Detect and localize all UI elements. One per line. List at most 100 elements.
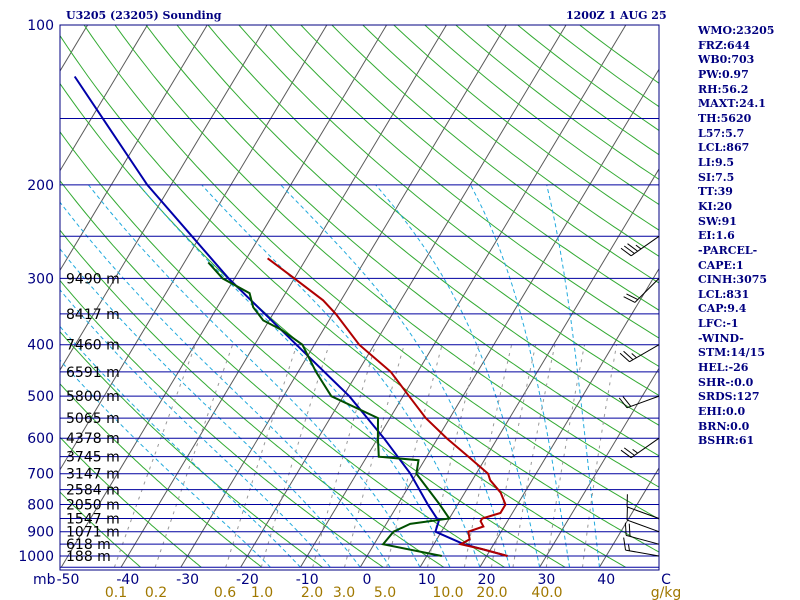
pressure-unit-label: mb [33, 572, 56, 588]
dry-adiabat-line [60, 330, 323, 568]
wind-barb [619, 344, 660, 363]
index-item: SW:91 [698, 214, 737, 228]
height-label: 5065 m [66, 411, 120, 427]
dry-adiabat-line [60, 131, 566, 568]
dry-adiabat-line [60, 436, 202, 568]
wind-barb-flag [618, 397, 628, 409]
temperature-tick-label: 10 [418, 572, 436, 588]
isotherm-line [539, 367, 659, 568]
wind-barb-staff [630, 235, 660, 257]
pressure-tick-label: 700 [27, 467, 54, 483]
temperature-tick-label: 20 [478, 572, 496, 588]
wind-barb-staff [626, 506, 660, 519]
wind-barb [626, 507, 660, 533]
moist-adiabat-line [280, 184, 511, 568]
isotherm-line [60, 25, 208, 272]
wind-barb-flag [622, 396, 632, 407]
wind-barb-flag [623, 245, 635, 254]
dry-adiabat-line [83, 25, 659, 520]
dry-adiabat-line [114, 25, 659, 488]
mixing-ratio-line [113, 344, 196, 568]
dry-adiabat-line [269, 25, 659, 339]
wind-barb [624, 522, 660, 545]
pressure-tick-label: 300 [27, 271, 54, 287]
height-label: 3147 m [66, 467, 120, 483]
temperature-tick-label: -30 [176, 572, 199, 588]
index-item: LI:9.5 [698, 155, 735, 169]
isotherm-line [60, 25, 148, 172]
height-label: 1071 m [66, 525, 120, 541]
isotherm-line [359, 68, 659, 568]
wind-barb-staff [626, 519, 660, 533]
dry-adiabat-line [207, 25, 659, 397]
pressure-tick-label: 200 [27, 178, 54, 194]
wind-barb-half-flag [631, 353, 637, 359]
temperature-tick-label: -10 [296, 572, 319, 588]
wind-barb [620, 437, 660, 459]
dry-adiabat-line [60, 279, 384, 568]
index-item: TH:5620 [698, 111, 752, 125]
isotherm-line [240, 25, 567, 568]
dry-adiabat-line [60, 179, 505, 568]
moist-adiabat-line [60, 248, 361, 568]
mixing-ratio-line [344, 344, 405, 568]
index-item: SRDS:127 [698, 390, 760, 404]
dry-adiabat-line [60, 34, 659, 553]
mixing-ratio-line [154, 344, 234, 568]
mixing-ratio-label: 0.1 [105, 585, 127, 600]
mixing-ratio-line [491, 344, 537, 568]
wind-barb-staff [626, 395, 660, 409]
index-item: RH:56.2 [698, 82, 749, 96]
mixing-ratio-label: 20.0 [476, 585, 507, 600]
wind-barb [623, 277, 660, 303]
index-item: WB0:703 [698, 53, 755, 67]
dewpoint-line [207, 261, 452, 557]
isotherm-line [120, 25, 447, 568]
wind-barb-staff [634, 277, 660, 303]
wind-barb-staff [626, 534, 660, 545]
height-label: 618 m [66, 537, 111, 553]
height-label: 8417 m [66, 307, 120, 323]
dry-adiabat-line [60, 491, 141, 568]
index-item: SHR-:0.0 [698, 375, 754, 389]
wind-barb-flag [624, 522, 627, 536]
mixing-ratio-line [225, 344, 298, 568]
sounding-title: U3205 (23205) Sounding [66, 9, 222, 22]
index-item: KI:20 [698, 199, 733, 213]
wind-barb-staff [630, 437, 660, 459]
mixing-ratio-label: 2.0 [301, 585, 323, 600]
diagram-background-lines [60, 25, 659, 568]
mixing-ratio-line [582, 344, 618, 568]
mixing-ratio-label: 40.0 [531, 585, 562, 600]
dry-adiabat-line [238, 25, 659, 368]
index-item: WMO:23205 [698, 24, 775, 37]
index-item: EHI:0.0 [698, 405, 746, 419]
index-item: EI:1.6 [698, 229, 735, 243]
temperature-tick-label: C [661, 572, 671, 588]
dry-adiabat-line [300, 25, 659, 311]
pressure-tick-label: 1000 [18, 549, 54, 565]
wind-barb-flag [620, 449, 632, 459]
wind-barb-half-flag [632, 448, 638, 454]
index-item: LCL:867 [698, 141, 750, 155]
wind-barb-flag [627, 243, 638, 252]
height-label: 2584 m [66, 483, 120, 499]
wind-barb-staff [625, 549, 660, 557]
mixing-ratio-line [427, 344, 480, 568]
temperature-tick-label: 0 [363, 572, 372, 588]
height-label: 4378 m [66, 431, 120, 447]
height-label: 7460 m [66, 338, 120, 354]
index-item: TT:39 [698, 185, 733, 199]
wind-barb-column [618, 235, 660, 557]
mixing-ratio-line [512, 344, 556, 568]
index-item: MAXT:24.1 [698, 97, 766, 111]
wind-barb-flag [623, 350, 634, 361]
index-item: -WIND- [698, 331, 744, 345]
plot-frame [59, 24, 660, 571]
temperature-tick-label: -50 [57, 572, 80, 588]
wind-barb [618, 395, 660, 409]
isobar-lines [60, 24, 659, 568]
wind-barb-staff [629, 344, 660, 363]
isotherm-line [180, 25, 507, 568]
